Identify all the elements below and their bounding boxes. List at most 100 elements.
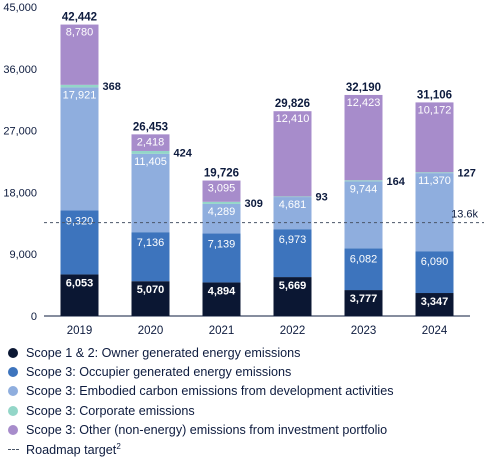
segment-value-label: 9,744: [350, 183, 378, 195]
legend-label-embodied: Scope 3: Embodied carbon emissions from …: [26, 384, 394, 399]
legend-label-occupier: Scope 3: Occupier generated energy emiss…: [26, 365, 292, 380]
x-tick-label: 2020: [138, 325, 164, 337]
segment-value-label: 7,136: [137, 237, 165, 249]
bar-segment-2023-s2: [344, 248, 383, 291]
bar-segment-2022-s5: [273, 111, 312, 197]
y-tick-label: 27,000: [3, 126, 37, 138]
bar-segment-2019-s4: [60, 84, 99, 88]
x-tick-label: 2023: [351, 325, 377, 337]
y-tick-label: 45,000: [3, 2, 37, 14]
bar-segment-2019-s3: [60, 87, 99, 211]
legend: Scope 1 & 2: Owner generated energy emis…: [8, 343, 498, 459]
bar-segment-2023-s1: [344, 290, 383, 316]
y-tick-label: 18,000: [3, 187, 37, 199]
segment-value-label: 9,320: [66, 215, 94, 227]
bar-segment-2022-s2: [273, 229, 312, 278]
segment-value-label: 10,172: [418, 104, 452, 116]
x-tick-label: 2019: [67, 325, 93, 337]
legend-item-embodied: Scope 3: Embodied carbon emissions from …: [8, 382, 498, 401]
segment-value-label: 6,053: [66, 277, 94, 289]
segment-value-label: 11,405: [134, 156, 167, 168]
bar-total-label: 42,442: [62, 12, 97, 24]
bar-segment-2022-s1: [273, 277, 312, 316]
segment-value-label: 11,370: [418, 175, 451, 187]
bar-segment-2022-s3: [273, 197, 312, 230]
roadmap-footnote: 2: [116, 441, 121, 451]
corporate-value-label: 164: [387, 176, 406, 188]
bar-total-label: 32,190: [346, 82, 381, 94]
roadmap-target-label: 13.6k: [451, 209, 478, 221]
y-tick-label: 36,000: [3, 64, 37, 76]
segment-value-label: 8,780: [66, 27, 94, 39]
bar-segment-2024-s3: [415, 173, 454, 252]
bar-segment-2021-s1: [202, 282, 241, 316]
bar-segment-2021-s3: [202, 203, 241, 234]
segment-value-label: 2,418: [137, 136, 165, 148]
legend-label-corporate: Scope 3: Corporate emissions: [26, 403, 195, 418]
legend-dash-roadmap-target: [8, 449, 19, 451]
bar-segment-2019-s2: [60, 210, 99, 275]
bar-segment-2019-s5: [60, 24, 99, 85]
segment-value-label: 3,095: [208, 183, 236, 195]
segment-value-label: 5,669: [279, 280, 307, 292]
legend-item-roadmap-target: Roadmap target2: [8, 440, 498, 459]
legend-item-occupier: Scope 3: Occupier generated energy emiss…: [8, 362, 498, 381]
segment-value-label: 5,070: [137, 284, 165, 296]
bar-segment-2023-s5: [344, 94, 383, 181]
segment-value-label: 12,423: [347, 97, 381, 109]
bar-segment-2024-s4: [415, 172, 454, 174]
bar-segment-2021-s4: [202, 201, 241, 204]
bar-segment-2020-s3: [131, 153, 170, 233]
bar-segment-2022-s4: [273, 196, 312, 198]
corporate-value-label: 127: [458, 168, 476, 180]
legend-swatch-other: [8, 425, 18, 436]
legend-swatch-scope-1-2: [8, 347, 18, 358]
segment-value-label: 4,289: [208, 206, 236, 218]
corporate-value-label: 309: [245, 198, 263, 210]
segment-value-label: 3,777: [350, 293, 378, 305]
segment-value-label: 3,347: [421, 296, 449, 308]
legend-swatch-corporate: [8, 405, 18, 416]
bar-total-label: 26,453: [133, 121, 168, 133]
bar-segment-2020-s2: [131, 232, 170, 282]
bar-segment-2020-s1: [131, 281, 170, 316]
stacked-bar-chart: 0 9,000 18,000 27,000 36,000 45,000 6,053 9,320…: [3, 2, 484, 337]
legend-label-scope-1-2: Scope 1 & 2: Owner generated energy emis…: [26, 345, 301, 360]
x-tick-label: 2022: [280, 325, 306, 337]
y-tick-label: 0: [31, 311, 37, 323]
corporate-value-label: 424: [174, 147, 193, 159]
bar-segment-2024-s2: [415, 251, 454, 294]
segment-value-label: 6,082: [350, 253, 378, 265]
segment-value-label: 4,681: [279, 199, 307, 211]
bar-segment-2024-s5: [415, 102, 454, 173]
segment-value-label: 6,973: [279, 234, 307, 246]
bar-total-label: 31,106: [417, 89, 452, 101]
legend-item-other: Scope 3: Other (non-energy) emissions fr…: [8, 421, 498, 440]
bar-segment-2020-s4: [131, 150, 170, 154]
legend-label-roadmap-target: Roadmap target2: [26, 441, 121, 457]
bar-total-label: 19,726: [204, 168, 239, 180]
y-tick-label: 9,000: [9, 249, 37, 261]
legend-swatch-embodied: [8, 386, 18, 397]
bar-segment-2023-s4: [344, 180, 383, 182]
segment-value-label: 17,921: [63, 89, 97, 101]
x-tick-label: 2024: [422, 325, 448, 337]
x-tick-label: 2021: [209, 325, 235, 337]
legend-label-other: Scope 3: Other (non-energy) emissions fr…: [26, 423, 388, 438]
bar-segment-2021-s2: [202, 233, 241, 283]
legend-item-corporate: Scope 3: Corporate emissions: [8, 401, 498, 420]
corporate-value-label: 93: [316, 192, 328, 204]
segment-value-label: 12,410: [276, 113, 310, 125]
segment-value-label: 6,090: [421, 256, 449, 268]
bar-segment-2023-s3: [344, 181, 383, 249]
legend-item-scope-1-2: Scope 1 & 2: Owner generated energy emis…: [8, 343, 498, 362]
bar-segment-2019-s1: [60, 274, 99, 316]
segment-value-label: 7,139: [208, 238, 236, 250]
bar-segment-2020-s5: [131, 134, 170, 151]
bar-segment-2024-s1: [415, 293, 454, 316]
bar-segment-2021-s5: [202, 180, 241, 202]
bar-total-label: 29,826: [275, 98, 310, 110]
segment-value-label: 4,894: [208, 285, 236, 297]
corporate-value-label: 368: [103, 81, 121, 93]
legend-swatch-occupier: [8, 367, 18, 378]
